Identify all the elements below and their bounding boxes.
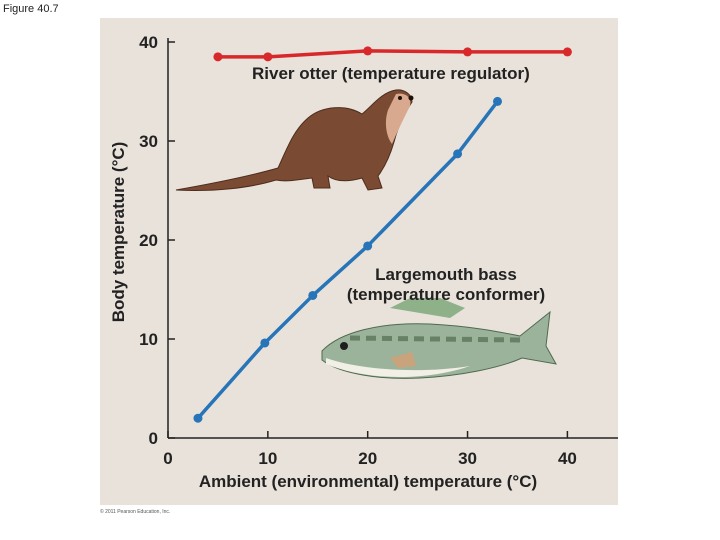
x-tick-label: 0 xyxy=(163,449,172,468)
y-tick-label: 10 xyxy=(139,330,158,349)
series-1-point xyxy=(363,46,373,56)
x-tick-label: 30 xyxy=(458,449,477,468)
series-2-point xyxy=(493,96,503,106)
x-tick-label: 40 xyxy=(558,449,577,468)
largemouth-bass-illustration xyxy=(321,298,557,379)
series-line-2 xyxy=(196,100,499,420)
chart-panel: 0 10 20 30 40 0 10 20 30 40 Ambient (environmental… xyxy=(100,18,618,505)
chart-background xyxy=(100,18,618,505)
series-1-point xyxy=(562,47,572,57)
series-2-point xyxy=(363,241,373,251)
series-2-point xyxy=(308,290,318,300)
y-tick-label: 20 xyxy=(139,231,158,250)
series-1-point xyxy=(213,52,223,62)
x-axis-label: Ambient (environmental) temperature (°C) xyxy=(199,472,537,491)
series-1-point xyxy=(263,52,273,62)
series-label-2: (temperature conformer) xyxy=(347,285,545,304)
copyright-notice: © 2011 Pearson Education, Inc. xyxy=(100,509,171,515)
y-tick-label: 0 xyxy=(149,429,158,448)
x-tick-label: 20 xyxy=(358,449,377,468)
series-1-point xyxy=(463,47,473,57)
series-label-2: Largemouth bass xyxy=(375,265,517,284)
series-2-point xyxy=(453,149,463,159)
y-axis-label: Body temperature (°C) xyxy=(109,142,128,323)
x-tick-label: 10 xyxy=(258,449,277,468)
series-2-point xyxy=(193,413,203,423)
series-label-1: River otter (temperature regulator) xyxy=(252,64,530,83)
y-tick-label: 30 xyxy=(139,132,158,151)
river-otter-illustration xyxy=(175,89,414,192)
figure-label: Figure 40.7 xyxy=(3,3,59,15)
y-tick-label: 40 xyxy=(139,33,158,52)
series-2-point xyxy=(260,338,270,348)
